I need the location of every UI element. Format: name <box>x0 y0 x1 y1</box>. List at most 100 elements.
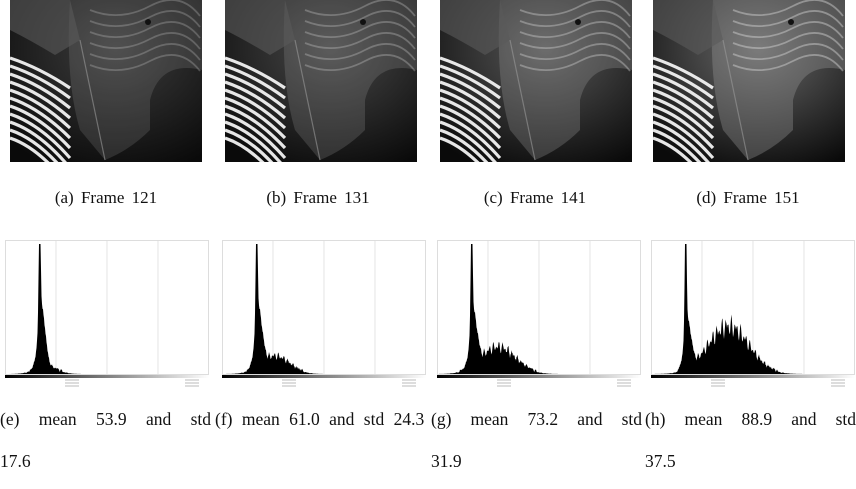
fringe-stripe <box>439 80 502 120</box>
fringe-stripe <box>9 96 72 140</box>
fringe-stripe <box>439 56 501 90</box>
edge <box>722 39 749 161</box>
fringe-stripe <box>224 72 286 110</box>
caption: (a) Frame 121 <box>54 188 158 207</box>
fringe-stripe <box>304 21 416 39</box>
histogram <box>222 240 426 387</box>
frame-photo <box>652 0 845 189</box>
fringe-stripe <box>9 88 72 130</box>
frame-photo <box>439 0 632 189</box>
hole <box>788 19 794 25</box>
fringe-stripe <box>9 112 72 160</box>
caption: (c) Frame 141 <box>483 188 587 207</box>
bracket <box>225 0 295 55</box>
panel-body <box>498 0 632 160</box>
fringe-stripe <box>9 72 71 110</box>
hole <box>360 19 366 25</box>
fringe-stripe <box>652 112 715 160</box>
fringe-stripe <box>304 0 416 17</box>
caption: (b) Frame 131 <box>266 188 370 207</box>
fringe-stripe <box>9 80 72 120</box>
fringe-stripe <box>519 0 631 17</box>
hole <box>145 19 151 25</box>
fringe-stripe <box>732 0 844 17</box>
panel-body <box>711 0 845 160</box>
fringe-stripe <box>652 120 715 170</box>
fringe-stripe <box>9 56 71 90</box>
fringe-stripe <box>224 104 287 150</box>
fringe-stripe <box>439 88 502 130</box>
fringe-stripe <box>304 10 416 28</box>
bracket <box>440 0 510 55</box>
frame-image <box>652 0 845 189</box>
edge <box>79 39 106 161</box>
fringe-stripe <box>732 54 844 72</box>
fringe-stripe <box>89 54 201 72</box>
frame-photo <box>9 0 202 189</box>
gray-ramp <box>651 375 855 378</box>
frame-image <box>9 0 202 189</box>
fringe-stripe <box>439 112 502 160</box>
fringe-stripe <box>439 64 501 100</box>
fringe-stripe <box>224 64 286 100</box>
frame-photo <box>224 0 417 189</box>
edge <box>294 39 321 161</box>
fringe-stripe <box>439 104 502 150</box>
fringe-stripe <box>652 96 715 140</box>
fringe-stripe <box>519 21 631 39</box>
fringe-stripe <box>439 120 502 170</box>
fringe-stripe <box>439 72 501 110</box>
histogram <box>437 240 641 387</box>
fringe-stripe <box>732 43 844 61</box>
fringe-stripe <box>224 88 287 130</box>
fringe-stripe <box>224 120 287 170</box>
fringe-stripe <box>304 43 416 61</box>
fringe-stripe <box>652 80 715 120</box>
fringe-stripe <box>9 64 71 100</box>
histogram-plot <box>5 240 209 387</box>
fringe-stripe <box>519 32 631 50</box>
bracket <box>10 0 80 55</box>
fringe-stripe <box>89 32 201 50</box>
fringe-stripe <box>89 0 201 17</box>
fringe-stripe <box>732 21 844 39</box>
fringe-stripe <box>89 21 201 39</box>
histogram-plot <box>437 240 641 387</box>
fringe-stripe <box>224 112 287 160</box>
fringe-stripe <box>89 43 201 61</box>
fringe-stripe <box>652 72 714 110</box>
fringe-stripe <box>89 10 201 28</box>
caption: (h) mean 88.9 and std 37.5 <box>645 409 856 471</box>
fringe-stripe <box>652 56 714 90</box>
fringe-stripe <box>519 43 631 61</box>
fringe-stripe <box>224 56 286 90</box>
fringe-stripe <box>9 120 72 170</box>
frame-image <box>224 0 417 189</box>
caption: (g) mean 73.2 and std 31.9 <box>431 409 642 471</box>
fringe-stripe <box>304 32 416 50</box>
histogram <box>5 240 209 387</box>
edge <box>509 39 536 161</box>
fringe-stripe <box>732 32 844 50</box>
caption: (e) mean 53.9 and std 17.6 <box>0 409 211 471</box>
fringe-stripe <box>652 104 715 150</box>
panel-body <box>68 0 202 160</box>
fringe-stripe <box>9 104 72 150</box>
gray-ramp <box>5 375 209 378</box>
fringe-stripe <box>652 88 715 130</box>
histogram-plot <box>222 240 426 387</box>
frame-image <box>439 0 632 189</box>
fringe-stripe <box>519 54 631 72</box>
gray-ramp <box>222 375 426 378</box>
histogram <box>651 240 855 387</box>
fringe-stripe <box>652 64 714 100</box>
fringe-stripe <box>732 10 844 28</box>
fringe-stripe <box>224 96 287 140</box>
fringe-stripe <box>519 10 631 28</box>
gray-ramp <box>437 375 641 378</box>
panel-body <box>283 0 417 160</box>
fringe-stripe <box>224 80 287 120</box>
hole <box>575 19 581 25</box>
caption: (f) mean 61.0 and std 24.3 <box>215 409 425 429</box>
